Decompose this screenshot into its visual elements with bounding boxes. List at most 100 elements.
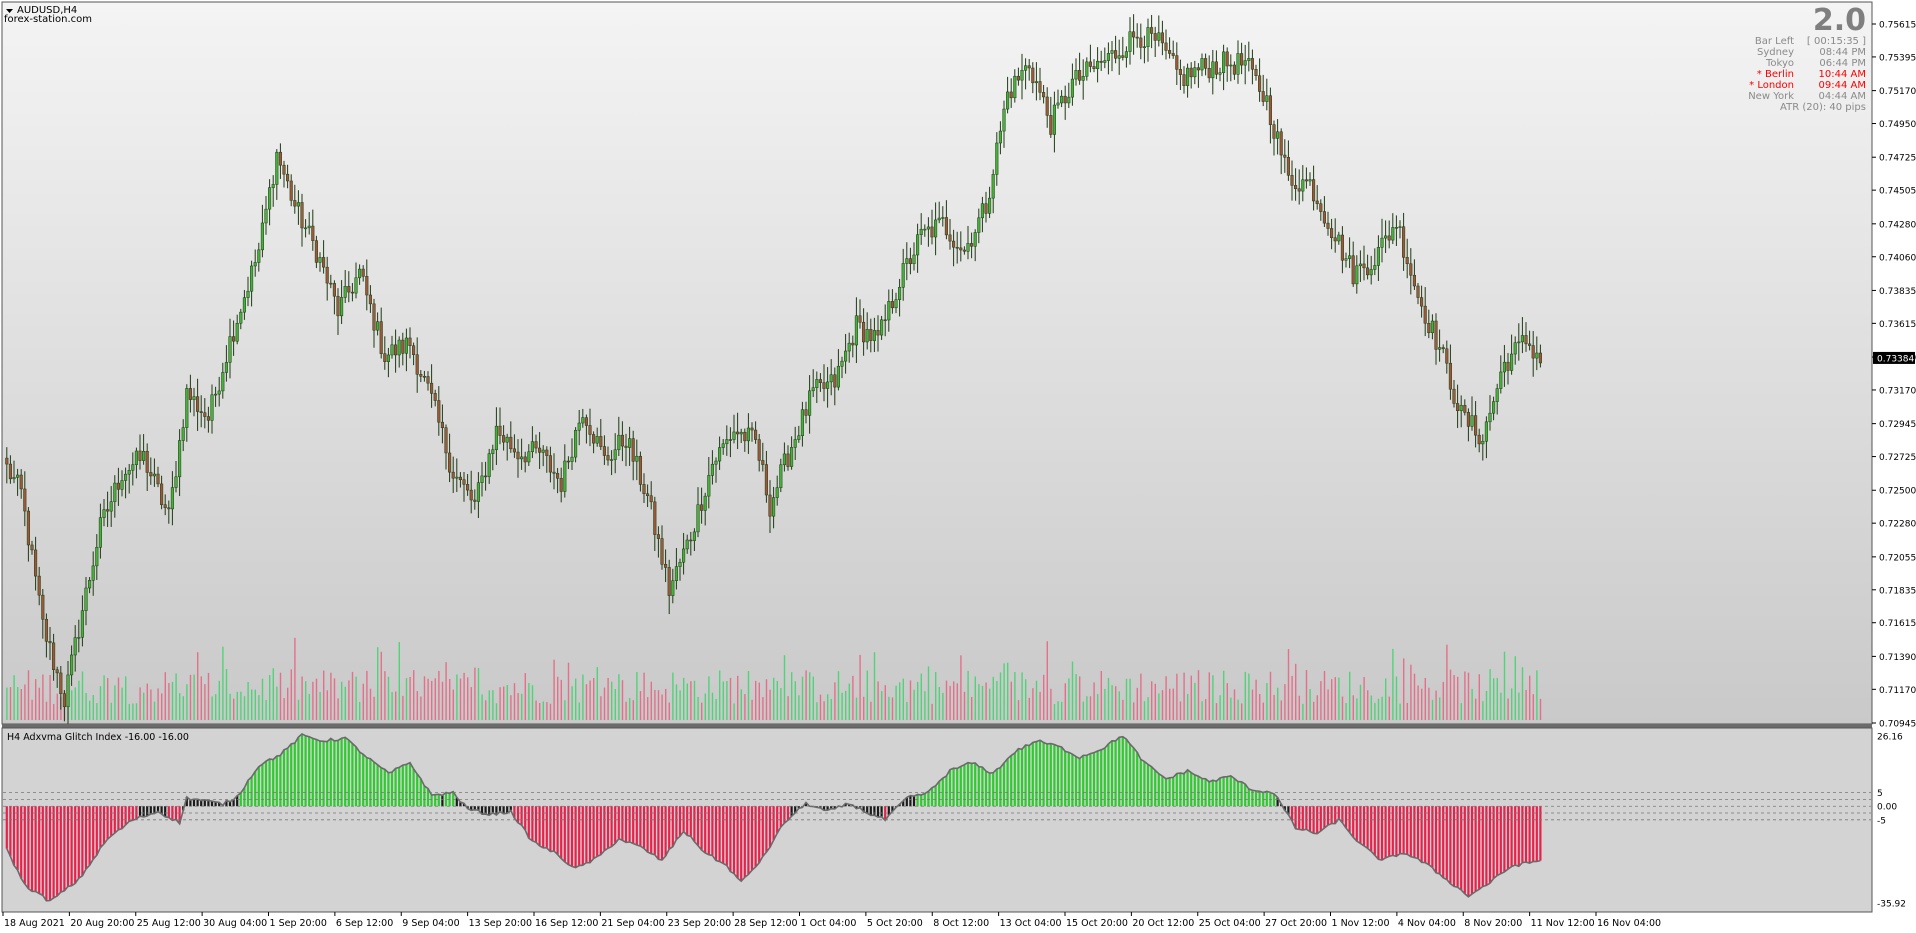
candle-body xyxy=(941,217,945,219)
candle-body xyxy=(728,439,732,441)
current-price-label: 0.73384 xyxy=(1877,354,1914,364)
candle-body xyxy=(1189,67,1193,78)
volume-bar xyxy=(837,671,840,720)
candle-body xyxy=(660,538,664,565)
volume-bar xyxy=(287,687,289,720)
volume-bar xyxy=(665,688,667,720)
volume-bar xyxy=(895,685,897,720)
candle-body xyxy=(498,425,502,436)
volume-bar xyxy=(1071,661,1074,720)
volume-bar xyxy=(186,684,188,720)
candle-body xyxy=(350,291,354,294)
candle-body xyxy=(1304,179,1308,182)
chart-menu-triangle-icon[interactable] xyxy=(6,9,13,13)
candle-body xyxy=(70,654,74,676)
candle-body xyxy=(1369,269,1373,276)
volume-bar xyxy=(506,685,508,720)
volume-bar xyxy=(402,695,404,720)
volume-bar xyxy=(791,672,793,720)
candle-body xyxy=(196,396,200,412)
volume-bar xyxy=(1212,675,1214,720)
candle-body xyxy=(224,362,228,373)
candle-body xyxy=(692,531,696,541)
volume-bar xyxy=(254,689,256,720)
volume-bar xyxy=(377,647,379,720)
volume-bar xyxy=(1003,663,1005,720)
session-time: 06:44 PM xyxy=(1819,58,1866,69)
volume-bar xyxy=(42,674,44,720)
volume-bar xyxy=(1435,690,1437,720)
session-name: Sydney xyxy=(1756,47,1794,58)
volume-bar xyxy=(240,691,242,720)
candle-body xyxy=(588,425,592,435)
volume-bar xyxy=(333,678,336,720)
volume-bar xyxy=(427,678,429,720)
candle-body xyxy=(1355,265,1359,285)
candle-body xyxy=(710,463,714,476)
candle-body xyxy=(1416,285,1420,298)
candle-body xyxy=(347,286,351,293)
candle-body xyxy=(865,329,869,343)
candle-body xyxy=(1214,61,1218,75)
candle-body xyxy=(1175,55,1179,70)
session-time: 10:44 AM xyxy=(1818,69,1866,80)
current-price-marker xyxy=(1873,351,1915,364)
volume-bar xyxy=(1496,677,1498,720)
candle-body xyxy=(412,345,416,355)
candle-body xyxy=(1128,31,1132,52)
candle-body xyxy=(73,637,77,656)
candle-body xyxy=(422,376,426,378)
candle-body xyxy=(293,200,297,207)
candle-body xyxy=(1517,341,1521,344)
volume-bar xyxy=(593,677,595,720)
volume-bar xyxy=(125,676,127,720)
candle-body xyxy=(1322,211,1326,224)
candle-body xyxy=(322,257,326,268)
candle-body xyxy=(1052,104,1056,135)
volume-bar xyxy=(999,672,1002,720)
candle-body xyxy=(473,499,477,502)
candle-body xyxy=(307,225,311,229)
candle-body xyxy=(368,294,372,305)
candle-body xyxy=(836,365,840,388)
volume-bar xyxy=(1010,681,1012,720)
indicator-pane[interactable] xyxy=(1,727,1873,913)
candle-body xyxy=(462,479,466,485)
volume-bar xyxy=(261,678,264,720)
candle-body xyxy=(797,435,801,440)
price-tick-label: 0.72725 xyxy=(1879,453,1916,463)
candle-body xyxy=(361,268,365,277)
candle-body xyxy=(44,618,48,642)
candle-body xyxy=(1078,70,1082,81)
candle-body xyxy=(725,439,729,445)
candle-body xyxy=(192,396,196,400)
price-pane[interactable] xyxy=(1,1,1873,725)
candle-body xyxy=(1182,74,1186,86)
candle-body xyxy=(1186,67,1190,86)
candle-body xyxy=(77,637,81,639)
volume-bar xyxy=(1359,684,1362,720)
volume-bar xyxy=(1050,688,1052,720)
candles xyxy=(5,14,1542,724)
candle-body xyxy=(761,460,765,465)
candle-body xyxy=(613,449,617,460)
volume-bar xyxy=(456,674,458,720)
session-name: * London xyxy=(1749,80,1794,91)
candle-body xyxy=(1290,175,1294,186)
pane-separator[interactable] xyxy=(2,724,1872,728)
volume-bar xyxy=(20,689,22,720)
candle-body xyxy=(844,350,848,362)
volume-bar xyxy=(1431,699,1434,720)
volume-bar xyxy=(1536,670,1538,720)
candle-body xyxy=(106,509,110,512)
candle-body xyxy=(458,476,462,480)
candle-body xyxy=(271,184,275,188)
time-tick-label: 11 Nov 12:00 xyxy=(1531,918,1595,929)
time-tick-label: 16 Sep 12:00 xyxy=(535,918,598,929)
volume-bar xyxy=(949,685,951,720)
volume-bar xyxy=(197,652,199,720)
candle-body xyxy=(628,438,632,448)
candle-body xyxy=(484,475,488,478)
candle-body xyxy=(358,268,362,279)
